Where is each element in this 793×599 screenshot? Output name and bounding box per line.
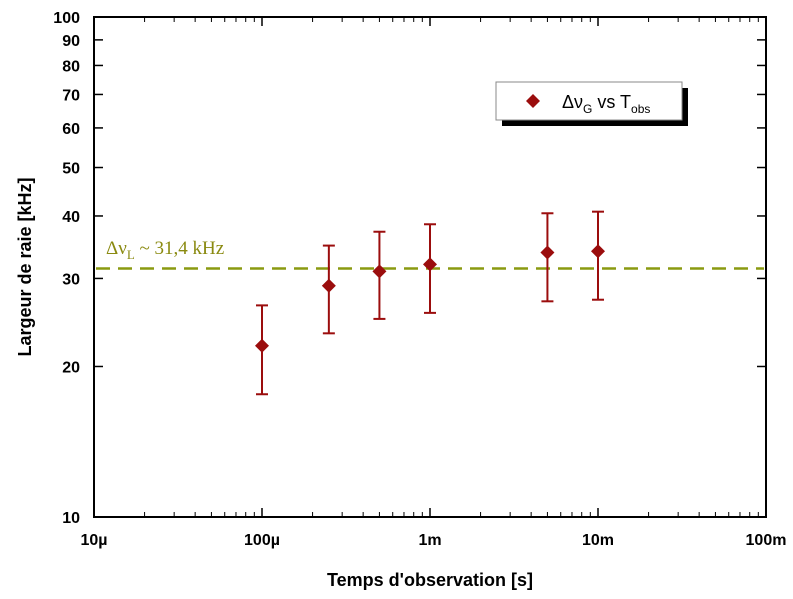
legend-main: Δν [562,92,583,112]
x-tick-label: 10m [582,532,614,549]
y-axis-title: Largeur de raie [kHz] [15,177,35,356]
x-axis-title: Temps d'observation [s] [327,570,533,590]
ref-label-main: Δν [106,238,127,259]
marker-diamond [591,244,605,259]
y-tick-label: 70 [62,87,80,104]
data-point [255,304,269,396]
legend: ΔνG vs Tobs [495,81,688,126]
data-point [423,223,437,314]
marker-diamond [321,278,336,293]
legend-sub-obs: obs [631,102,650,116]
plot-frame [93,16,767,518]
x-tick-label: 100m [746,532,787,549]
marker-diamond [372,264,387,279]
marker-diamond [255,338,269,353]
data-point [540,212,555,303]
marker-diamond [540,245,555,260]
y-tick-label: 60 [62,121,80,138]
legend-sub-g: G [583,102,592,116]
data-point [591,210,605,301]
y-tick-label: 90 [62,33,80,50]
data-point [321,244,336,335]
y-tick-label: 30 [62,271,80,288]
x-tick-label: 1m [418,532,441,549]
tick-labels: 10µ 100µ 1m 10m 100m 10 20 30 40 50 60 70 80 90 100 [53,10,786,549]
x-tick-label: 10µ [80,532,107,549]
y-tick-label: 20 [62,359,80,376]
x-tick-label: 100µ [244,532,280,549]
marker-diamond [423,257,437,272]
y-tick-label: 100 [53,10,80,27]
ref-label-rest: ~ 31,4 kHz [135,238,224,259]
y-tick-label: 50 [62,161,80,178]
data-points-group [255,210,605,396]
legend-label: ΔνG vs Tobs [562,92,650,116]
legend-mid: vs T [592,92,631,112]
legend-marker-diamond [526,94,540,108]
data-point [372,230,387,320]
y-tick-label: 10 [62,510,80,527]
y-tick-label: 80 [62,58,80,75]
y-tick-label: 40 [62,209,80,226]
reference-line-label: ΔνL ~ 31,4 kHz [106,238,224,262]
ref-label-sub: L [127,247,135,262]
